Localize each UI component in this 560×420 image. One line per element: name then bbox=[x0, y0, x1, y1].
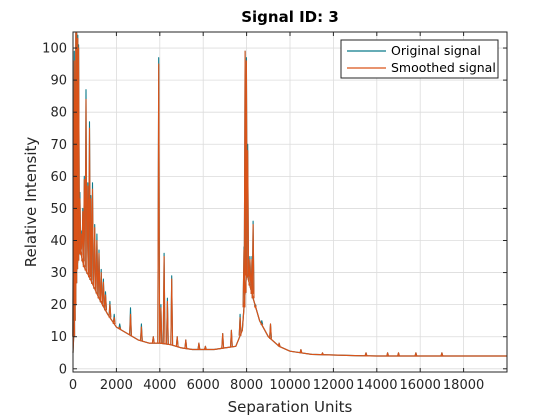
series-peak bbox=[184, 339, 188, 349]
series-peak bbox=[248, 259, 252, 286]
series-peak bbox=[77, 47, 81, 254]
series-peak bbox=[101, 281, 105, 307]
series-peak bbox=[162, 255, 166, 344]
series-peak bbox=[165, 300, 169, 345]
y-tick-label: 90 bbox=[50, 74, 67, 89]
series-peak bbox=[397, 352, 400, 357]
legend-box bbox=[340, 39, 499, 79]
series-peak bbox=[251, 223, 255, 299]
chart-title: Signal ID: 3 bbox=[241, 8, 339, 26]
series-peak bbox=[91, 188, 94, 284]
series-peak bbox=[99, 272, 103, 303]
series-peak bbox=[277, 342, 281, 347]
series-peak bbox=[118, 326, 122, 330]
x-tick-label: 8000 bbox=[230, 378, 263, 393]
series-peak bbox=[229, 329, 233, 348]
series-peak bbox=[440, 352, 444, 357]
series-peak bbox=[129, 313, 132, 336]
series-peak bbox=[253, 305, 257, 309]
legend-label-original: Original signal bbox=[391, 43, 481, 58]
series-peak bbox=[84, 98, 88, 271]
x-tick-label: 12000 bbox=[313, 378, 354, 393]
axis-ticks: 0 2000 4000 6000 8000 10000 12000 14000 16000 180… bbox=[42, 32, 507, 393]
y-axis-label: Relative Intensity bbox=[22, 137, 40, 268]
x-tick-label: 14000 bbox=[356, 378, 397, 393]
x-tick-label: 4000 bbox=[143, 378, 176, 393]
series-peak bbox=[386, 352, 390, 357]
x-tick-label: 10000 bbox=[269, 378, 310, 393]
y-tick-label: 30 bbox=[50, 266, 67, 281]
y-tick-label: 100 bbox=[42, 42, 67, 57]
legend: Original signal Smoothed signal bbox=[340, 39, 499, 79]
series-peak bbox=[269, 323, 272, 339]
series-peak bbox=[95, 239, 99, 294]
y-tick-label: 50 bbox=[50, 202, 67, 217]
series-peak bbox=[197, 342, 201, 350]
y-tick-label: 40 bbox=[50, 234, 67, 249]
x-tick-label: 6000 bbox=[187, 378, 220, 393]
series-peak bbox=[364, 352, 368, 356]
y-tick-label: 20 bbox=[50, 298, 67, 313]
series-peak bbox=[246, 150, 250, 277]
y-tick-label: 0 bbox=[59, 362, 67, 377]
x-tick-label: 18000 bbox=[443, 378, 484, 393]
y-tick-label: 10 bbox=[50, 330, 67, 345]
legend-label-smoothed: Smoothed signal bbox=[391, 60, 496, 75]
x-axis-label: Separation Units bbox=[228, 398, 353, 416]
x-tick-label: 0 bbox=[69, 378, 77, 393]
series-peak bbox=[151, 336, 155, 344]
series-peak bbox=[112, 316, 116, 324]
series-peak bbox=[203, 345, 207, 350]
y-tick-label: 80 bbox=[50, 106, 67, 121]
series-peak bbox=[221, 332, 225, 349]
y-tick-label: 60 bbox=[50, 170, 67, 185]
series-peak bbox=[93, 227, 97, 289]
series-peak bbox=[108, 304, 112, 318]
series-peak bbox=[238, 316, 242, 336]
series-peak bbox=[321, 352, 324, 355]
series-smoothed bbox=[72, 32, 507, 357]
x-tick-label: 2000 bbox=[100, 378, 133, 393]
series-peak bbox=[139, 326, 143, 341]
series-peak bbox=[170, 278, 174, 346]
series-peak bbox=[299, 348, 303, 353]
series-baseline-line bbox=[72, 246, 507, 357]
plot-series bbox=[72, 32, 507, 357]
series-peak bbox=[159, 307, 163, 344]
series-peak bbox=[175, 336, 179, 347]
series-peak bbox=[104, 294, 108, 311]
series-peak bbox=[260, 323, 264, 326]
series-peak bbox=[97, 252, 101, 299]
series-peak bbox=[78, 198, 82, 249]
y-tick-label: 70 bbox=[50, 138, 67, 153]
series-peak bbox=[414, 352, 418, 357]
series-peak bbox=[157, 63, 161, 344]
x-tick-label: 16000 bbox=[400, 378, 441, 393]
